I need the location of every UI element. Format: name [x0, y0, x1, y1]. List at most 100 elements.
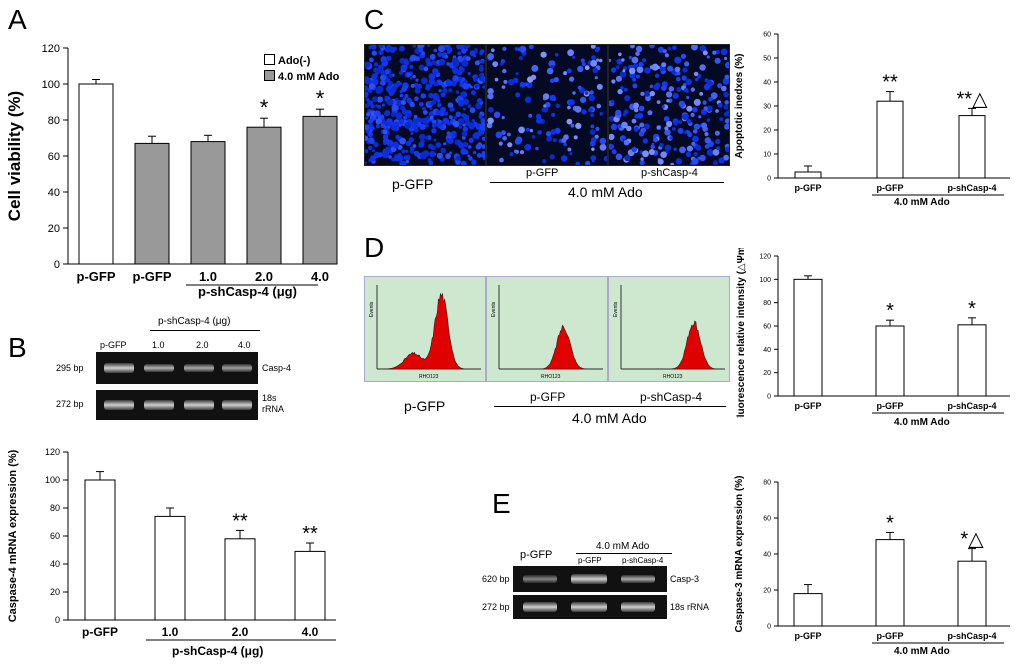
nucleus	[448, 88, 453, 93]
nucleus	[403, 82, 408, 88]
gel-b-header-line	[150, 330, 260, 331]
nucleus	[594, 48, 599, 53]
nucleus	[409, 54, 417, 62]
nucleus	[531, 64, 539, 72]
gel-b-size-0: 295 bp	[56, 363, 84, 373]
nucleus	[409, 101, 415, 108]
nucleus	[591, 55, 596, 60]
nucleus	[445, 45, 450, 48]
nucleus	[706, 149, 714, 156]
nucleus	[395, 97, 399, 102]
nucleus	[548, 60, 556, 68]
nucleus	[635, 45, 643, 53]
category-label: p-GFP	[795, 631, 822, 641]
nucleus	[388, 73, 393, 78]
y-tick-label: 20	[763, 370, 771, 377]
nucleus	[628, 55, 633, 60]
nucleus	[675, 158, 683, 165]
nucleus	[392, 141, 400, 149]
nucleus	[375, 104, 379, 108]
nucleus	[572, 91, 576, 95]
nucleus	[589, 129, 596, 135]
nucleus	[461, 136, 466, 140]
nucleus	[718, 157, 725, 164]
nucleus	[453, 70, 457, 75]
nucleus	[418, 141, 425, 148]
nucleus	[455, 90, 460, 94]
nucleus	[366, 112, 371, 117]
y-tick-label: 0	[767, 623, 771, 630]
nucleus	[365, 61, 371, 68]
nucleus	[599, 137, 607, 145]
y-tick-label: 20	[763, 127, 771, 134]
y-tick-label: 120	[45, 447, 60, 457]
nucleus	[672, 45, 677, 51]
significance-mark: *	[968, 298, 976, 320]
nucleus	[686, 105, 693, 112]
nucleus	[447, 102, 454, 109]
nucleus	[404, 94, 409, 98]
nucleus	[542, 159, 547, 164]
nucleus	[566, 68, 572, 74]
y-tick-label: 120	[42, 43, 60, 55]
nucleus	[703, 83, 711, 91]
nucleus	[550, 129, 557, 135]
nucleus	[458, 66, 463, 71]
nucleus	[452, 75, 459, 82]
category-label: p-shCasp-4	[947, 401, 996, 411]
chart-c: 0 10 20 30 40 50 60 Apoptotic inedxes (%) p-GFP p…	[734, 31, 1010, 196]
nucleus	[638, 105, 645, 112]
y-tick-label: 0	[767, 393, 771, 400]
nucleus	[458, 142, 465, 149]
nucleus	[463, 107, 466, 111]
nucleus	[715, 109, 719, 113]
nucleus	[389, 46, 396, 53]
nucleus	[365, 85, 369, 92]
nucleus	[437, 103, 442, 108]
nucleus	[458, 125, 462, 129]
nucleus	[561, 155, 568, 162]
nucleus	[661, 105, 665, 109]
nucleus	[371, 45, 377, 50]
nucleus	[377, 152, 383, 158]
nucleus	[368, 119, 374, 124]
nucleus	[461, 131, 468, 137]
histogram-d-3: RHO123 Events	[608, 276, 730, 382]
nucleus	[435, 142, 442, 148]
nucleus	[368, 110, 372, 114]
nucleus	[400, 64, 408, 71]
nucleus	[467, 145, 472, 149]
category-label: 1.0	[199, 269, 217, 284]
nucleus	[568, 99, 575, 106]
nucleus	[723, 154, 729, 161]
nucleus	[433, 81, 439, 87]
nucleus	[686, 145, 693, 152]
bar	[224, 538, 256, 621]
nucleus	[452, 61, 460, 68]
nucleus	[405, 140, 412, 147]
nucleus	[365, 124, 370, 131]
nucleus	[676, 76, 681, 82]
y-tick-label: 60	[50, 531, 60, 541]
nucleus	[460, 160, 467, 165]
nucleus	[384, 69, 390, 75]
nucleus	[535, 117, 543, 124]
nucleus	[644, 90, 651, 97]
y-tick-label: 60	[763, 323, 771, 330]
nucleus	[706, 105, 713, 112]
nucleus	[471, 90, 476, 96]
nucleus	[375, 124, 380, 129]
nucleus	[691, 141, 696, 146]
nucleus	[388, 88, 395, 96]
nucleus	[530, 74, 537, 80]
hist-x-label: RHO123	[541, 374, 561, 380]
nucleus	[555, 103, 561, 109]
nucleus	[596, 83, 603, 90]
nucleus	[647, 110, 653, 116]
nucleus	[405, 159, 409, 164]
nucleus	[617, 124, 622, 129]
nucleus	[673, 147, 677, 151]
y-axis-label: Caspase-3 mRNA expression (%)	[734, 476, 745, 632]
nucleus	[681, 75, 687, 81]
nucleus	[721, 85, 727, 92]
